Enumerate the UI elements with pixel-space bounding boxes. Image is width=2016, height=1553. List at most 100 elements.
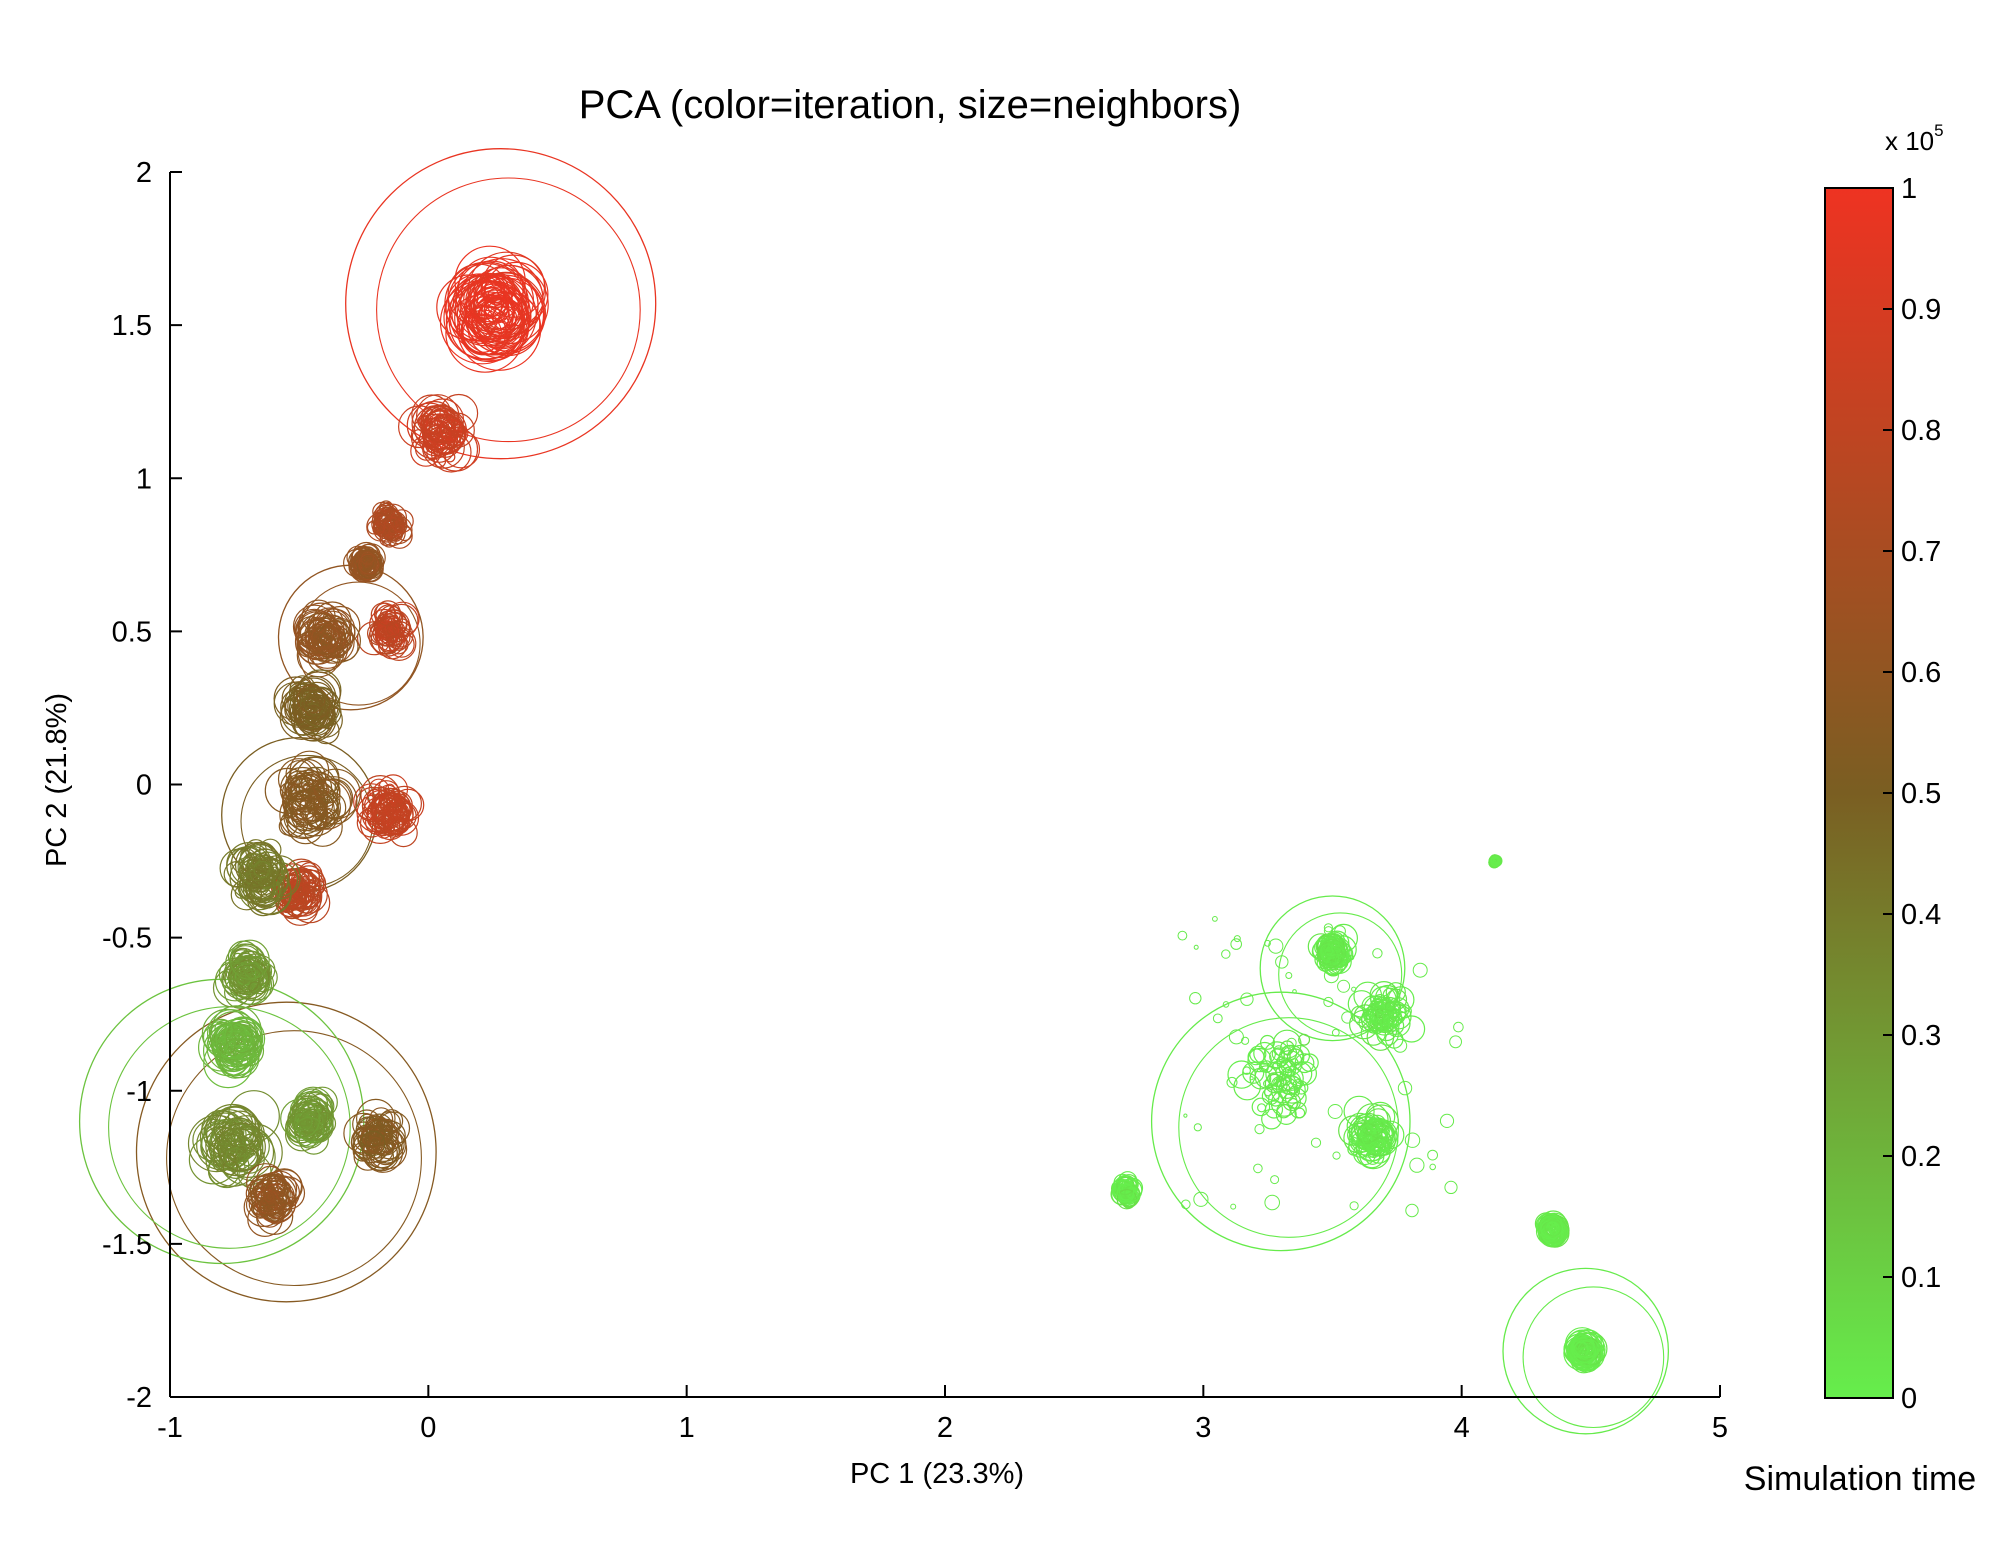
colorbar-ticks: 1 0.9 0.8 0.7 0.6 0.5 0.4 0.3 0.2 0.1 0 xyxy=(1883,173,1941,1415)
scatter-point xyxy=(484,261,549,327)
scatter-point xyxy=(1412,962,1428,978)
scatter-point xyxy=(373,513,401,540)
scatter-point xyxy=(1332,1151,1341,1160)
scatter-point xyxy=(284,776,310,803)
scatter-point xyxy=(1334,944,1342,953)
scatter-point xyxy=(294,1116,325,1147)
scatter-point xyxy=(1502,1267,1670,1435)
colorbar-tick-label: 0.8 xyxy=(1901,415,1941,447)
scatter-point xyxy=(1124,1185,1140,1202)
scatter-point xyxy=(1193,944,1199,950)
scatter-point xyxy=(1264,1073,1285,1094)
scatter-point xyxy=(1343,1122,1375,1154)
scatter-point xyxy=(366,804,393,831)
scatter-point xyxy=(229,967,242,980)
scatter-point xyxy=(135,1001,437,1303)
scatter-point xyxy=(1348,954,1355,961)
scatter-point xyxy=(1323,941,1339,958)
chart-title: PCA (color=iteration, size=neighbors) xyxy=(579,83,1242,127)
scatter-point xyxy=(234,963,257,986)
scatter-point xyxy=(385,788,405,809)
scatter-points xyxy=(78,148,1670,1435)
scatter-point xyxy=(433,426,479,472)
scatter-point xyxy=(250,1179,288,1217)
scatter-point xyxy=(280,1098,321,1139)
scatter-point xyxy=(1323,926,1334,936)
scatter-point xyxy=(1228,1029,1244,1045)
scatter-point xyxy=(192,1118,236,1162)
scatter-point xyxy=(293,705,330,742)
scatter-point xyxy=(264,1191,275,1203)
colorbar-label: Simulation time xyxy=(1744,1460,1976,1498)
y-axis-label: PC 2 (21.8%) xyxy=(41,693,73,867)
scatter-point xyxy=(1335,954,1348,967)
scatter-point xyxy=(1193,1123,1202,1132)
colorbar-tick-label: 0.9 xyxy=(1901,294,1941,326)
scatter-point xyxy=(392,618,412,637)
scatter-point xyxy=(235,1144,248,1157)
scatter-point xyxy=(1264,1083,1282,1101)
scatter-point xyxy=(470,277,545,352)
scatter-point xyxy=(439,418,462,441)
scatter-point xyxy=(216,1030,251,1065)
scatter-point xyxy=(446,430,459,443)
scatter-point xyxy=(1380,1023,1390,1032)
colorbar-tick-label: 0.6 xyxy=(1901,657,1941,689)
scatter-point xyxy=(1544,1220,1561,1237)
scatter-point xyxy=(1319,932,1346,959)
colorbar-tick-label: 0.7 xyxy=(1901,536,1941,568)
scatter-point xyxy=(1361,1119,1393,1152)
scatter-point xyxy=(291,1101,317,1127)
scatter-point xyxy=(293,608,335,650)
scatter-point xyxy=(1453,1021,1464,1033)
scatter-point xyxy=(307,690,327,710)
scatter-point xyxy=(1259,1034,1275,1050)
scatter-point xyxy=(1323,996,1334,1008)
scatter-point xyxy=(259,1197,276,1214)
scatter-point xyxy=(1323,968,1339,984)
scatter-point xyxy=(1286,1037,1297,1048)
scatter-point xyxy=(1444,1180,1458,1195)
scatter-point xyxy=(232,964,264,996)
scatter-point xyxy=(1334,925,1346,938)
scatter-point xyxy=(1310,1137,1322,1148)
scatter-point xyxy=(1275,1056,1287,1067)
scatter-point xyxy=(294,1118,325,1149)
scatter-point xyxy=(1327,1104,1343,1119)
scatter-point xyxy=(1385,1016,1405,1035)
scatter-point xyxy=(1264,1100,1284,1119)
y-tick-label: 2 xyxy=(136,157,152,189)
scatter-point xyxy=(460,258,544,342)
colorbar-tick-label: 0.4 xyxy=(1901,899,1941,931)
scatter-point xyxy=(1490,855,1501,867)
scatter-point xyxy=(1369,980,1399,1010)
scatter-point xyxy=(225,1140,247,1162)
x-tick-label: -1 xyxy=(157,1412,183,1444)
scatter-point xyxy=(1538,1218,1567,1247)
scatter-point xyxy=(1270,1175,1280,1185)
scatter-point xyxy=(1212,1013,1223,1024)
scatter-point xyxy=(1226,1076,1238,1088)
scatter-point xyxy=(230,879,263,911)
scatter-point xyxy=(281,783,320,821)
scatter-point xyxy=(433,415,453,435)
scatter-point xyxy=(1256,1103,1267,1113)
scatter-point xyxy=(1230,938,1242,950)
scatter-point xyxy=(358,553,380,575)
scatter-point xyxy=(372,523,385,536)
y-tick-label: 1.5 xyxy=(112,310,152,342)
scatter-point xyxy=(1253,1163,1263,1174)
colorbar xyxy=(1824,187,1894,1399)
scatter-point xyxy=(373,794,402,824)
scatter-point xyxy=(303,691,328,716)
scatter-point xyxy=(1222,1001,1230,1008)
scatter-point xyxy=(256,880,274,898)
scatter-point xyxy=(467,251,546,330)
scatter-point xyxy=(1323,923,1334,933)
scatter-point xyxy=(1370,1129,1388,1147)
scatter-point xyxy=(1321,958,1332,969)
scatter-point xyxy=(444,451,456,463)
scatter-point xyxy=(293,865,325,897)
colorbar-tick-label: 0.2 xyxy=(1901,1141,1941,1173)
scatter-point xyxy=(1253,1041,1276,1065)
